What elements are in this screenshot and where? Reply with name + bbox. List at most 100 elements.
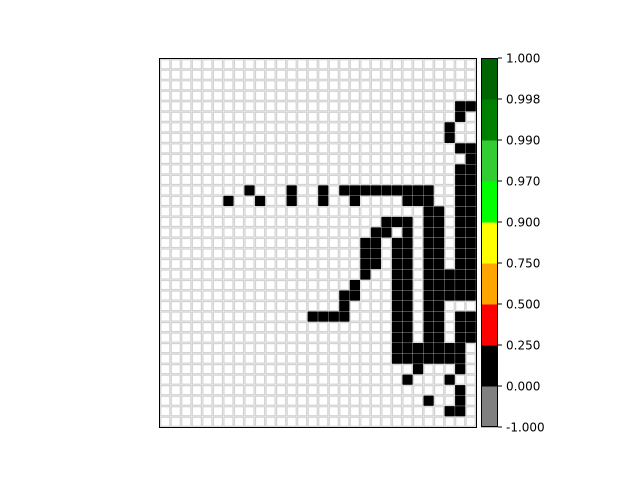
heatmap-cell-filled	[423, 321, 434, 333]
heatmap-cell-empty	[318, 101, 329, 112]
heatmap-cell-empty	[254, 385, 266, 396]
heatmap-cell-empty	[254, 101, 266, 112]
heatmap-cell-empty	[391, 153, 403, 165]
heatmap-cell-empty	[360, 69, 371, 80]
heatmap-cell-empty	[170, 248, 181, 259]
heatmap-cell-empty	[360, 227, 371, 238]
heatmap-cell-empty	[170, 185, 181, 196]
heatmap-cell-empty	[360, 385, 371, 396]
heatmap-cell-empty	[202, 374, 213, 385]
heatmap-cell-empty	[455, 374, 466, 385]
heatmap-cell-empty	[423, 374, 434, 385]
heatmap-cell-empty	[191, 143, 202, 154]
heatmap-cell-empty	[381, 248, 392, 259]
heatmap-cell-empty	[444, 227, 455, 238]
heatmap-cell-empty	[412, 90, 424, 101]
heatmap-cell-empty	[381, 343, 392, 354]
colorbar-ticks: -1.000 0.000 0.250 0.500 0.750 0.900 0.970 0.99…	[498, 52, 545, 435]
heatmap-cell-empty	[297, 153, 308, 165]
heatmap-cell-empty	[276, 206, 287, 217]
heatmap-cell-filled	[349, 185, 360, 196]
heatmap-cell-empty	[160, 343, 171, 354]
heatmap-cell-empty	[254, 122, 266, 133]
heatmap-cell-empty	[328, 59, 339, 70]
heatmap-cell-empty	[349, 343, 360, 354]
colorbar-tick-label: 1.000	[506, 52, 540, 66]
heatmap-cell-empty	[191, 216, 202, 228]
heatmap-cell-empty	[360, 311, 371, 322]
colorbar-segment	[481, 263, 498, 305]
heatmap-cell-empty	[434, 111, 445, 122]
heatmap-cell-filled	[381, 216, 392, 228]
heatmap-cell-empty	[412, 311, 424, 322]
heatmap-cell-empty	[412, 69, 424, 80]
heatmap-cell-empty	[276, 406, 287, 417]
heatmap-cell-empty	[444, 185, 455, 196]
heatmap-cell-filled	[370, 237, 382, 249]
heatmap-cell-empty	[212, 90, 224, 101]
heatmap-cell-empty	[360, 353, 371, 364]
heatmap-cell-empty	[465, 353, 476, 364]
heatmap-cell-filled	[412, 185, 424, 196]
heatmap-cell-empty	[349, 332, 360, 343]
heatmap-cell-empty	[412, 111, 424, 122]
heatmap-cell-empty	[254, 185, 266, 196]
heatmap-cell-empty	[223, 206, 234, 217]
heatmap-cell-empty	[181, 374, 192, 385]
heatmap-cell-empty	[360, 332, 371, 343]
heatmap-cell-filled	[434, 300, 445, 312]
heatmap-cell-filled	[339, 185, 350, 196]
heatmap-cell-empty	[202, 111, 213, 122]
heatmap-cell-empty	[286, 269, 297, 280]
heatmap-cell-empty	[444, 416, 455, 427]
heatmap-cell-empty	[423, 101, 434, 112]
heatmap-cell-empty	[160, 237, 171, 249]
heatmap-cell-empty	[349, 258, 360, 270]
heatmap-cell-empty	[223, 111, 234, 122]
heatmap-cell-empty	[412, 385, 424, 396]
heatmap-cell-empty	[233, 69, 245, 80]
heatmap-cell-empty	[265, 395, 276, 406]
heatmap-cell-empty	[328, 195, 339, 207]
heatmap-cell-empty	[202, 311, 213, 322]
heatmap-cell-empty	[412, 279, 424, 291]
heatmap-cell-empty	[402, 164, 413, 175]
heatmap-cell-filled	[423, 343, 434, 354]
heatmap-cell-empty	[328, 248, 339, 259]
heatmap-cell-empty	[370, 374, 382, 385]
heatmap-cell-empty	[412, 101, 424, 112]
heatmap-cell-empty	[276, 174, 287, 186]
heatmap-cell-empty	[328, 290, 339, 301]
heatmap-cell-empty	[328, 132, 339, 143]
heatmap-cell-empty	[297, 300, 308, 312]
heatmap-cell-empty	[339, 132, 350, 143]
heatmap-cell-empty	[233, 258, 245, 270]
heatmap-cell-empty	[434, 385, 445, 396]
heatmap-cell-empty	[318, 343, 329, 354]
heatmap-cell-empty	[160, 122, 171, 133]
heatmap-cell-filled	[402, 227, 413, 238]
heatmap-cell-empty	[181, 290, 192, 301]
heatmap-cell-empty	[297, 216, 308, 228]
heatmap-cell-empty	[465, 80, 476, 91]
heatmap-cell-empty	[212, 279, 224, 291]
heatmap-cell-empty	[244, 332, 255, 343]
heatmap-cell-empty	[202, 290, 213, 301]
heatmap-cell-filled	[391, 279, 403, 291]
heatmap-cell-empty	[339, 385, 350, 396]
heatmap-cell-empty	[465, 364, 476, 375]
heatmap-cell-empty	[276, 69, 287, 80]
heatmap-cell-empty	[254, 300, 266, 312]
heatmap-cell-empty	[170, 279, 181, 291]
heatmap-cell-empty	[381, 206, 392, 217]
heatmap-cell-empty	[212, 111, 224, 122]
heatmap-cell-empty	[223, 321, 234, 333]
heatmap-cell-filled	[391, 237, 403, 249]
heatmap-cell-empty	[286, 364, 297, 375]
heatmap-cell-empty	[181, 353, 192, 364]
heatmap-cell-empty	[276, 290, 287, 301]
heatmap-cell-filled	[465, 174, 476, 186]
heatmap-cell-empty	[297, 416, 308, 427]
heatmap-cell-empty	[339, 364, 350, 375]
heatmap-cell-filled	[465, 153, 476, 165]
